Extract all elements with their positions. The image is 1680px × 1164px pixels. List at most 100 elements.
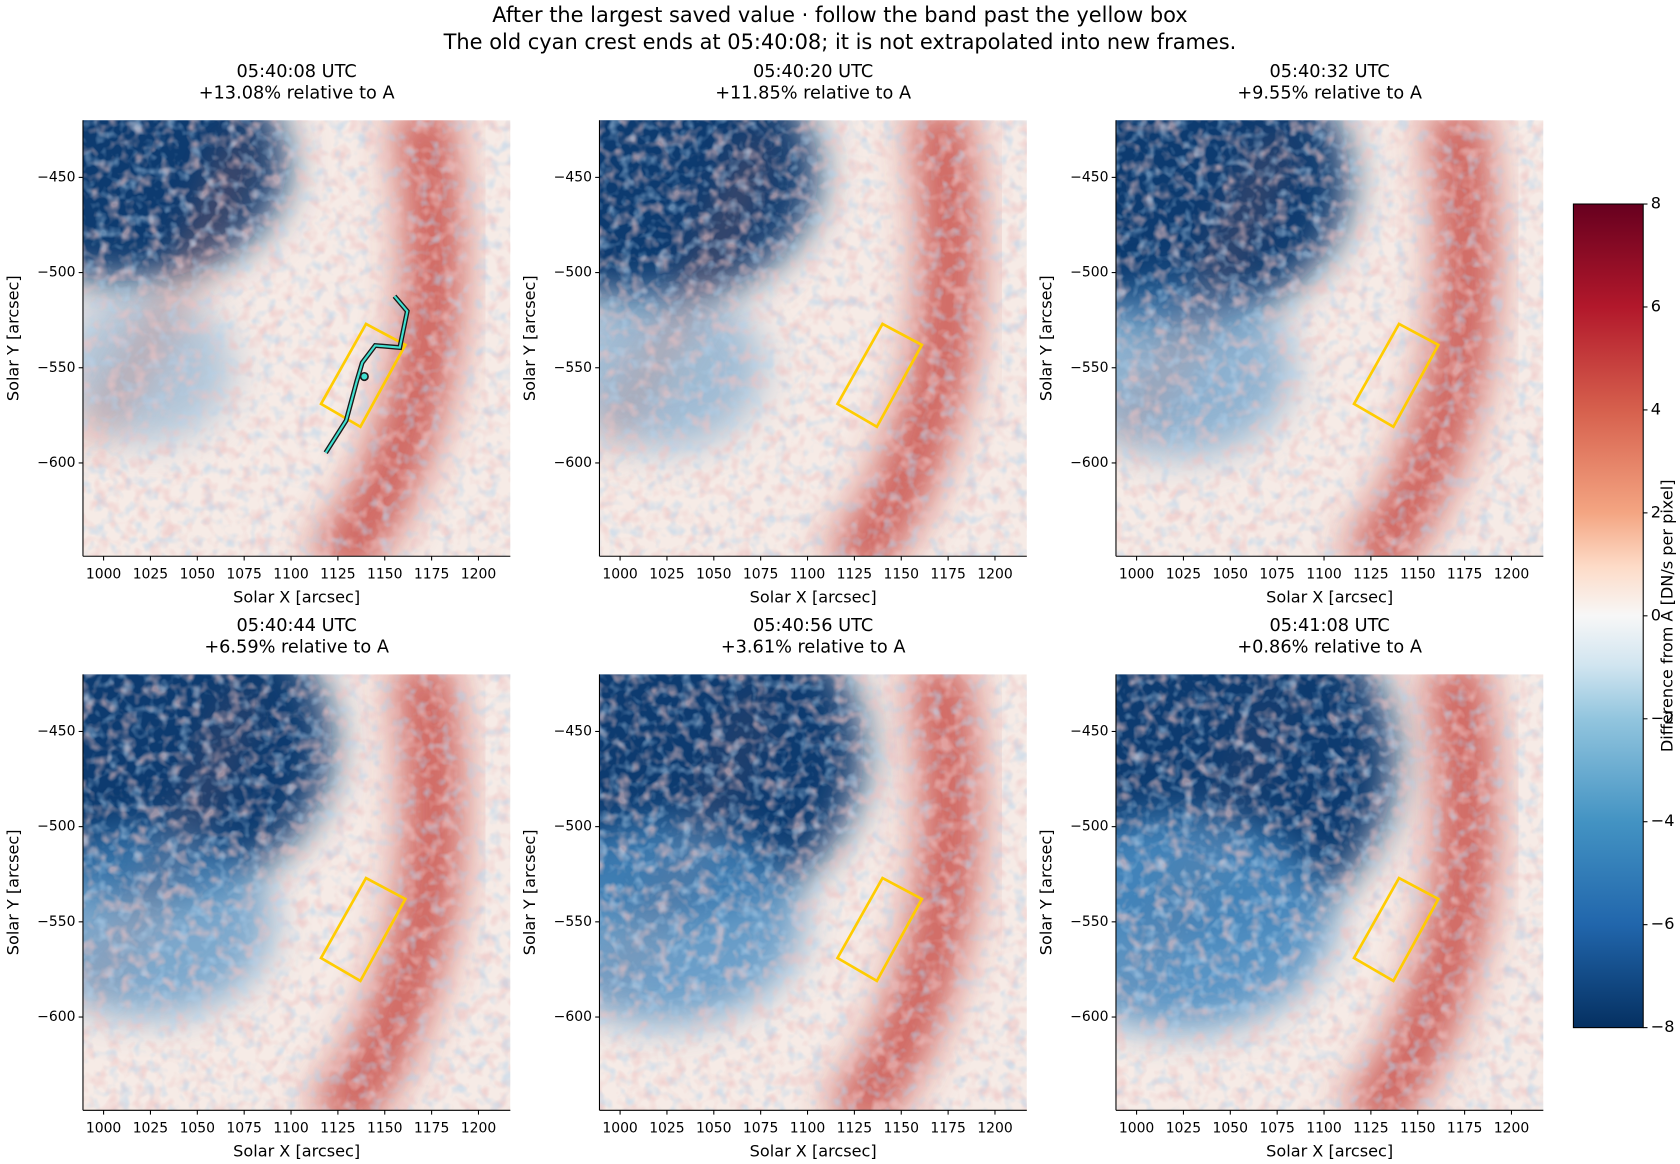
x-tick-label: 1175 [930, 1121, 965, 1137]
panel: 1000 1025 1050 1075 1100 1125 1150 1175 1200 −450… [4, 616, 511, 1161]
x-tick-label: 1150 [884, 1121, 919, 1137]
x-tick-label: 1025 [649, 566, 684, 582]
y-tick-label: −550 [554, 360, 592, 376]
y-axis-label: Solar Y [arcsec] [1037, 829, 1056, 955]
colorbar-tick-label: −2 [1651, 708, 1675, 727]
y-tick-label: −600 [554, 1009, 592, 1025]
y-tick-label: −500 [554, 819, 592, 835]
x-tick-label: 1125 [320, 1121, 355, 1137]
panel-title: 05:40:08 UTC [237, 62, 357, 82]
panel: 1000 1025 1050 1075 1100 1125 1150 1175 1200 −450… [1037, 62, 1544, 607]
x-tick-label: 1000 [86, 1121, 121, 1137]
x-tick-label: 1075 [1259, 1121, 1294, 1137]
y-tick-label: −600 [37, 1009, 75, 1025]
y-axis-label: Solar Y [arcsec] [4, 829, 23, 955]
y-axis-label: Solar Y [arcsec] [520, 829, 539, 955]
x-tick-label: 1050 [1213, 566, 1248, 582]
x-tick-label: 1150 [1400, 1121, 1435, 1137]
panel-subtitle: +0.86% relative to A [1237, 638, 1422, 658]
texture [599, 120, 1027, 557]
panel: 1000 1025 1050 1075 1100 1125 1150 1175 1200 −450… [4, 62, 511, 607]
y-tick-label: −550 [554, 914, 592, 930]
x-tick-label: 1075 [743, 566, 778, 582]
x-tick-label: 1200 [461, 1121, 496, 1137]
panel: 1000 1025 1050 1075 1100 1125 1150 1175 1200 −450… [1037, 616, 1544, 1161]
y-tick-label: −600 [1070, 1009, 1108, 1025]
difference-image [82, 120, 511, 557]
y-tick-label: −600 [37, 455, 75, 471]
x-tick-label: 1125 [1353, 566, 1388, 582]
x-tick-label: 1175 [1447, 1121, 1482, 1137]
y-tick-label: −500 [1070, 265, 1108, 281]
colorbar [1572, 203, 1644, 1029]
y-tick-label: −450 [1070, 169, 1108, 185]
panel-title: 05:41:08 UTC [1270, 616, 1390, 636]
x-tick-label: 1075 [743, 1121, 778, 1137]
colorbar-tick-label: 2 [1651, 502, 1661, 521]
x-tick-label: 1100 [1306, 1121, 1341, 1137]
x-tick-label: 1025 [1166, 566, 1201, 582]
texture [1115, 674, 1544, 1111]
panel-subtitle: +9.55% relative to A [1237, 83, 1422, 103]
x-tick-label: 1100 [273, 1121, 308, 1137]
y-tick-label: −550 [37, 914, 75, 930]
texture [82, 120, 511, 557]
colorbar-tick-label: −4 [1651, 811, 1675, 830]
crest-point [359, 371, 369, 382]
difference-image [599, 120, 1027, 557]
roi-box [1352, 322, 1441, 429]
x-tick-label: 1075 [226, 566, 261, 582]
x-tick-label: 1050 [1213, 1121, 1248, 1137]
x-tick-label: 1000 [602, 1121, 637, 1137]
x-tick-label: 1100 [1306, 566, 1341, 582]
colorbar-tick-label: 8 [1651, 194, 1661, 213]
x-tick-label: 1150 [367, 566, 402, 582]
y-tick-label: −450 [554, 169, 592, 185]
x-tick-label: 1000 [86, 566, 121, 582]
x-axis-label: Solar X [arcsec] [233, 1142, 360, 1161]
panel-subtitle: +13.08% relative to A [199, 83, 395, 103]
x-tick-label: 1000 [1119, 566, 1154, 582]
panel: 1000 1025 1050 1075 1100 1125 1150 1175 1200 −450… [520, 62, 1027, 607]
x-tick-label: 1175 [414, 566, 449, 582]
texture [599, 674, 1027, 1111]
x-tick-label: 1050 [696, 566, 731, 582]
x-tick-label: 1000 [1119, 1121, 1154, 1137]
texture [82, 674, 511, 1111]
figure-title: After the largest saved value · follow t… [492, 3, 1187, 27]
x-tick-label: 1000 [602, 566, 637, 582]
colorbar-label: Difference from A [DN/s per pixel] [1657, 480, 1676, 753]
difference-image [1115, 674, 1544, 1111]
x-tick-label: 1200 [977, 1121, 1012, 1137]
x-tick-label: 1050 [180, 1121, 215, 1137]
roi-box [319, 322, 408, 429]
y-tick-label: −600 [1070, 455, 1108, 471]
x-tick-label: 1150 [367, 1121, 402, 1137]
y-tick-label: −500 [554, 265, 592, 281]
panel-title: 05:40:32 UTC [1270, 62, 1390, 82]
roi-box [319, 876, 408, 983]
texture [1115, 120, 1544, 557]
x-tick-label: 1200 [977, 566, 1012, 582]
y-tick-label: −450 [37, 169, 75, 185]
difference-image [1115, 120, 1544, 557]
x-tick-label: 1125 [837, 566, 872, 582]
y-axis-label: Solar Y [arcsec] [4, 275, 23, 401]
colorbar-tick-label: −6 [1651, 914, 1675, 933]
y-tick-label: −500 [37, 265, 75, 281]
colorbar-tick-label: −8 [1651, 1017, 1675, 1036]
x-tick-label: 1075 [226, 1121, 261, 1137]
x-tick-label: 1200 [1494, 1121, 1529, 1137]
panel-subtitle: +11.85% relative to A [715, 83, 911, 103]
colorbar-tick-label: 6 [1651, 296, 1661, 315]
y-tick-label: −500 [37, 819, 75, 835]
x-tick-label: 1150 [884, 566, 919, 582]
x-tick-label: 1125 [320, 566, 355, 582]
x-tick-label: 1125 [837, 1121, 872, 1137]
y-axis-label: Solar Y [arcsec] [1037, 275, 1056, 401]
x-axis-label: Solar X [arcsec] [750, 1142, 877, 1161]
roi-box [1352, 876, 1441, 983]
x-axis-label: Solar X [arcsec] [1266, 588, 1393, 607]
x-tick-label: 1025 [133, 1121, 168, 1137]
